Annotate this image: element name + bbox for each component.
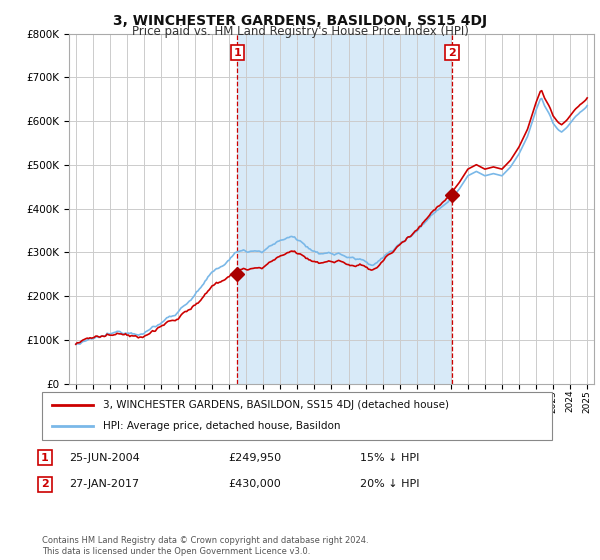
Text: HPI: Average price, detached house, Basildon: HPI: Average price, detached house, Basi… [103,421,341,431]
Text: 1: 1 [41,452,49,463]
Text: 3, WINCHESTER GARDENS, BASILDON, SS15 4DJ: 3, WINCHESTER GARDENS, BASILDON, SS15 4D… [113,14,487,28]
Text: 25-JUN-2004: 25-JUN-2004 [69,452,140,463]
Text: 20% ↓ HPI: 20% ↓ HPI [360,479,419,489]
Text: £249,950: £249,950 [228,452,281,463]
Text: 1: 1 [233,48,241,58]
Text: Contains HM Land Registry data © Crown copyright and database right 2024.
This d: Contains HM Land Registry data © Crown c… [42,536,368,556]
Text: Price paid vs. HM Land Registry's House Price Index (HPI): Price paid vs. HM Land Registry's House … [131,25,469,38]
Text: 15% ↓ HPI: 15% ↓ HPI [360,452,419,463]
Text: 2: 2 [448,48,456,58]
Bar [237,34,452,384]
Text: 2: 2 [41,479,49,489]
Text: £430,000: £430,000 [228,479,281,489]
FancyBboxPatch shape [42,392,552,440]
Text: 27-JAN-2017: 27-JAN-2017 [69,479,139,489]
Text: 3, WINCHESTER GARDENS, BASILDON, SS15 4DJ (detached house): 3, WINCHESTER GARDENS, BASILDON, SS15 4D… [103,400,449,410]
